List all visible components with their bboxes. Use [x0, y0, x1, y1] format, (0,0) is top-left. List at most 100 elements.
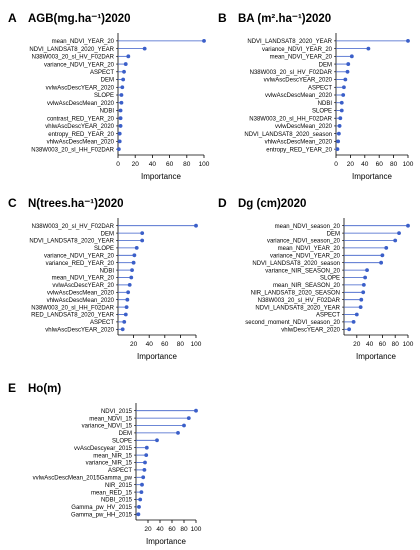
x-tick-label: 40 — [361, 161, 369, 168]
category-label: variance_NDVI_15 — [82, 424, 133, 430]
lollipop-point — [397, 231, 401, 236]
lollipop-point — [126, 290, 131, 295]
category-label: entropy_RED_YEAR_20 — [48, 132, 114, 138]
category-label: mean_RED_15 — [91, 490, 133, 496]
x-tick-label: 80 — [390, 161, 398, 168]
panel-b: B BA (m².ha⁻¹)2020 0 20 40 60 80 100 Importance N… — [218, 11, 414, 181]
x-tick-label: 60 — [168, 526, 176, 533]
x-tick-label: 0 — [334, 161, 338, 168]
category-label: NDVI_LANDSAT8_2020_YEAR — [29, 239, 114, 245]
category-label: DEM — [119, 431, 132, 437]
panel-d: D Dg (cm)2020 20 40 60 80 100 Importance mean_ND… — [218, 196, 414, 361]
x-tick-label: 60 — [161, 341, 169, 348]
category-label: SLOPE — [112, 439, 132, 445]
lollipop-point — [142, 46, 147, 51]
category-label: vhlwDescYEAR_2020 — [281, 328, 340, 334]
lollipop-point — [342, 85, 346, 90]
category-label: NDBI_2015 — [101, 498, 133, 504]
category-label: vhlwAscDescYEAR_2020 — [45, 124, 114, 130]
category-label: vvlwAscDescYEAR_2020 — [264, 78, 333, 84]
lollipop-point — [361, 283, 366, 287]
category-label: SLOPE — [94, 246, 114, 252]
x-tick-label: 20 — [132, 161, 140, 168]
panel-letter: E — [8, 381, 16, 395]
category-label: vvlwAscDescYEAR_20 — [52, 283, 114, 289]
lollipop-point — [138, 497, 143, 502]
lollipop-point — [117, 131, 122, 136]
category-label: DEM — [327, 231, 340, 237]
lollipop-point — [117, 139, 122, 144]
lollipop-point — [176, 431, 180, 435]
lollipop-point — [379, 260, 384, 265]
lollipop-point — [341, 93, 346, 97]
lollipop-point — [130, 268, 134, 272]
lollipop-point — [144, 445, 149, 450]
category-label: NDBI — [318, 101, 333, 107]
category-label: NDVI_2015 — [101, 409, 133, 415]
x-tick-label: 100 — [403, 341, 414, 348]
x-tick-label: 60 — [376, 161, 384, 168]
category-label: SLOPE — [312, 109, 332, 115]
category-label: vhlwAscDescMean_2020 — [47, 298, 115, 304]
lollipop-point — [142, 468, 147, 472]
category-label: Gamma_pw_HH_2015 — [71, 513, 133, 519]
chart-title: N(trees.ha⁻¹)2020 — [28, 198, 124, 210]
category-label: variance_NDVI_YEAR_20 — [262, 47, 333, 53]
lollipop-point — [365, 268, 369, 272]
category-label: mean_NIR_15 — [93, 453, 132, 459]
lollipop-point — [339, 108, 344, 113]
panel-a: A AGB(mg.ha⁻¹)2020 0 20 40 60 80 100 Importance m… — [8, 11, 210, 181]
chart-title: Ho(m) — [28, 383, 61, 395]
lollipop-point — [143, 460, 147, 465]
chart-title: BA (m².ha⁻¹)2020 — [238, 13, 331, 25]
x-tick-label: 0 — [116, 161, 120, 168]
lollipop-point — [126, 54, 131, 59]
lollipop-point — [339, 100, 344, 105]
lollipop-point — [140, 482, 144, 487]
category-label: variance_NDVI_YEAR_20 — [44, 254, 115, 260]
x-tick-label: 100 — [191, 526, 202, 533]
lollipop-point — [155, 438, 159, 443]
category-label: NDBI — [100, 268, 115, 274]
category-label: N38W003_20_sl_HV_F02DAR — [258, 298, 341, 304]
lollipop-point — [406, 38, 410, 43]
category-label: variance_RED_YEAR_20 — [46, 261, 115, 267]
category-label: variance_NIR_15 — [86, 461, 133, 467]
category-label: N38W003_20_sl_HH_F02DAR — [249, 116, 332, 122]
category-label: DEM — [101, 231, 114, 237]
lollipop-point — [182, 423, 186, 428]
category-label: N38W003_20_sl_HV_F02DAR — [250, 70, 333, 76]
lollipop-point — [134, 246, 139, 250]
x-axis-label: Importance — [356, 352, 397, 361]
lollipop-point — [122, 320, 127, 324]
category-label: mean_NDVI_YEAR_20 — [52, 39, 115, 45]
lollipop-point — [119, 93, 124, 97]
x-axis-label: Importance — [146, 537, 187, 546]
lollipop-point — [123, 62, 128, 66]
panel-letter: C — [8, 196, 17, 210]
lollipop-point — [125, 297, 130, 302]
x-tick-label: 40 — [366, 341, 374, 348]
x-tick-label: 20 — [130, 341, 138, 348]
lollipop-point — [122, 69, 126, 74]
category-label: mean_NDVI_YEAR_20 — [270, 55, 333, 61]
x-tick-label: 100 — [191, 341, 202, 348]
lollipop-point — [131, 260, 136, 265]
category-label: N38W003_20_sl_HV_F02DAR — [32, 55, 115, 61]
category-label: vvlwDescMean_2020 — [275, 124, 333, 130]
category-label: SLOPE — [94, 93, 114, 99]
category-label: vvlwAscDescMean_2015Gamma_pw — [33, 476, 133, 482]
x-tick-label: 20 — [347, 161, 355, 168]
category-label: DEM — [319, 62, 332, 68]
x-tick-label: 40 — [149, 161, 157, 168]
lollipop-point — [118, 108, 123, 113]
lollipop-point — [121, 77, 126, 82]
category-label: NDVI_LANDSAT8_2020_season — [244, 132, 332, 138]
category-label: NDVI_LANDSAT8_2020_season — [252, 261, 340, 267]
x-axis-label: Importance — [141, 172, 182, 181]
lollipop-point — [346, 62, 351, 66]
lollipop-point — [140, 231, 145, 236]
lollipop-point — [123, 312, 128, 317]
x-tick-label: 20 — [353, 341, 361, 348]
